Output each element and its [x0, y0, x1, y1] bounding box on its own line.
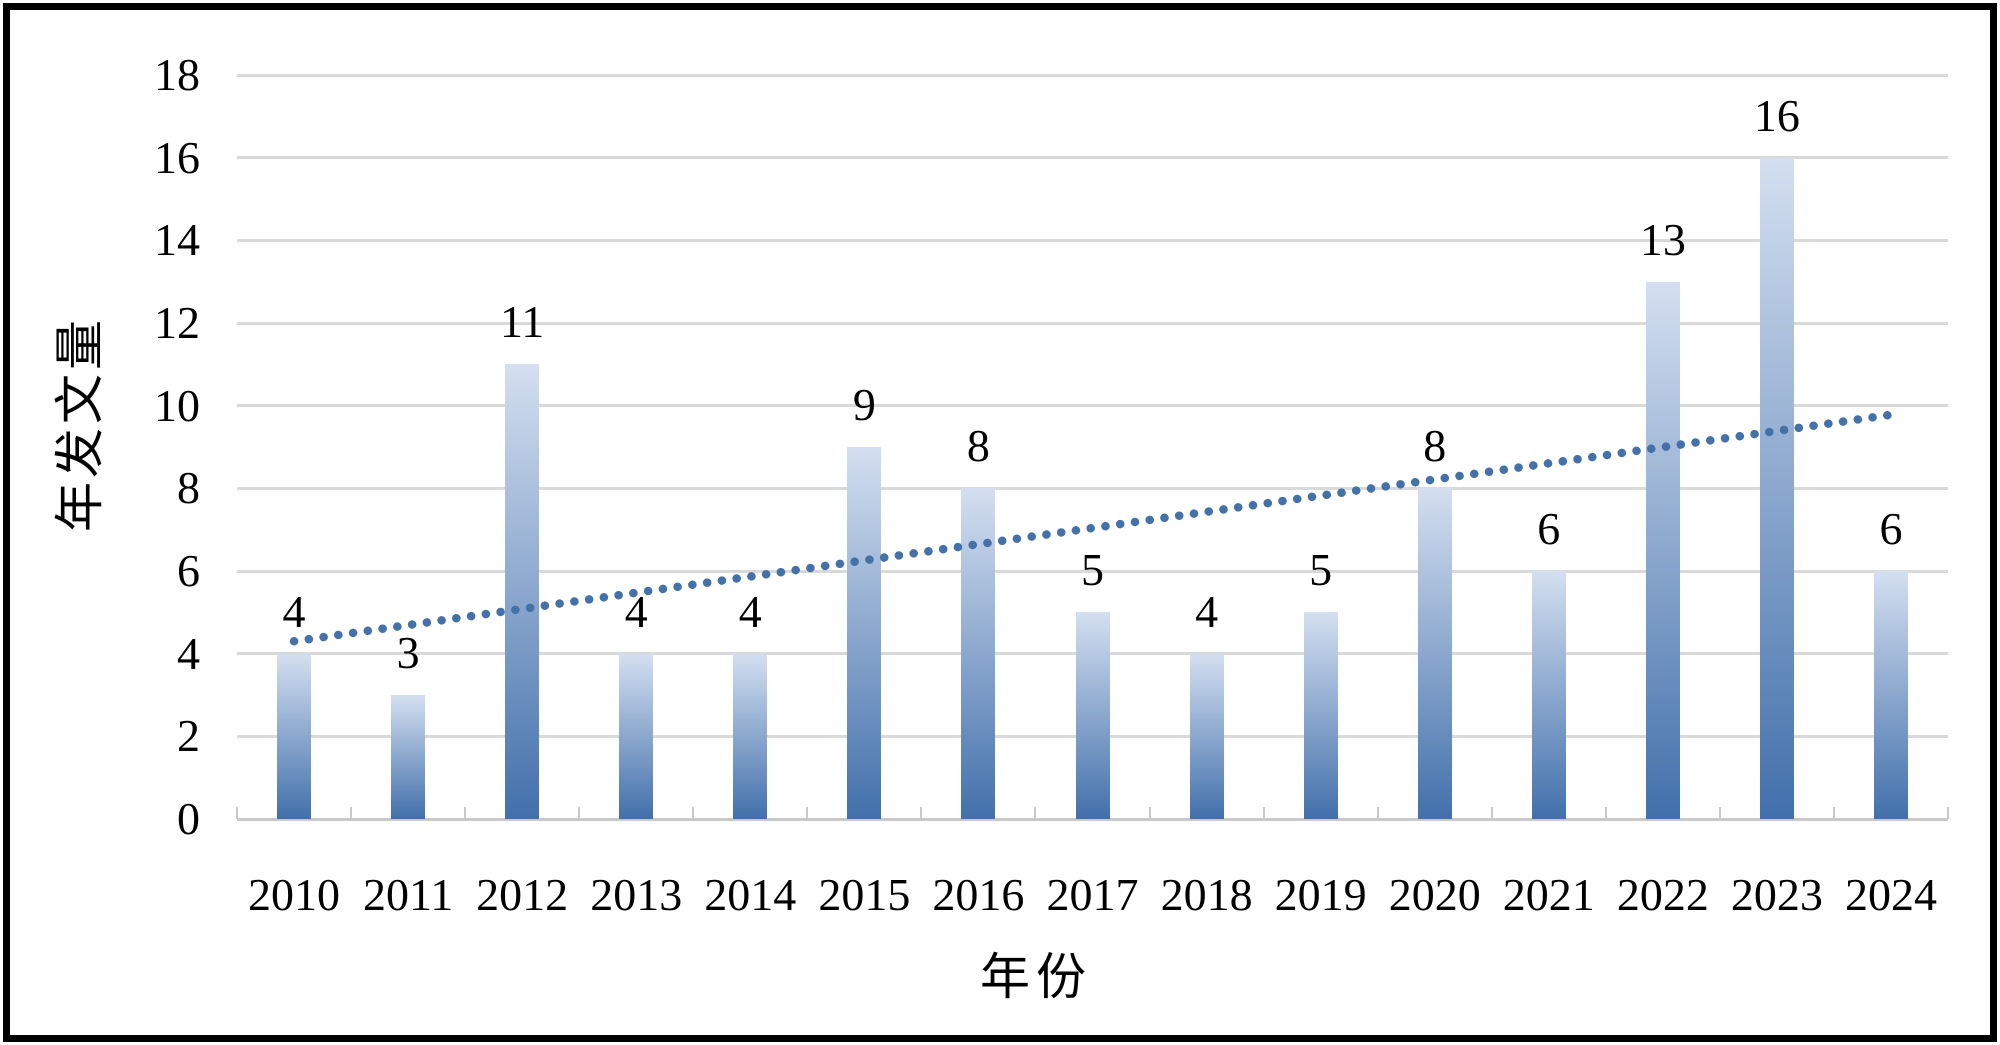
x-tick-label-2024: 2024	[1844, 869, 1937, 920]
x-tick-label-2017: 2017	[1046, 869, 1139, 920]
bar-value-label: 5	[1081, 544, 1104, 596]
x-tick-label-2016: 2016	[932, 869, 1025, 920]
bar-value-label: 3	[396, 627, 420, 678]
bar-2014	[733, 653, 768, 819]
y-tick-label: 0	[177, 793, 200, 844]
x-axis-tick	[236, 807, 238, 819]
x-axis-tick	[464, 807, 467, 819]
x-axis-tick	[1490, 807, 1493, 819]
chart-frame-border	[3, 3, 1997, 1042]
x-axis-title: 年份	[980, 949, 1092, 1005]
trendline-dotted	[289, 410, 1896, 646]
y-tick-label: 10	[154, 379, 200, 431]
y-tick-label: 12	[154, 297, 200, 348]
bar-2017	[1075, 612, 1110, 819]
bar-value-label: 8	[1423, 420, 1447, 472]
x-tick-label-2019: 2019	[1274, 869, 1367, 920]
y-tick-label: 14	[154, 214, 200, 266]
y-tick-label: 8	[177, 462, 200, 514]
gridline-y-8	[237, 486, 1948, 490]
x-axis-tick	[1947, 807, 1949, 819]
y-axis-title: 年发文量	[52, 316, 108, 532]
x-tick-label-2020: 2020	[1388, 869, 1481, 920]
gridline-y-18	[237, 73, 1948, 77]
bar-2015	[847, 447, 882, 819]
x-axis-tick	[350, 807, 353, 819]
bar-2011	[391, 695, 426, 819]
x-tick-label-2013: 2013	[590, 869, 683, 920]
bar-value-label: 9	[852, 379, 876, 430]
bar-value-label: 5	[1309, 544, 1333, 596]
bar-value-label: 4	[1195, 585, 1219, 637]
x-axis-tick	[1262, 807, 1265, 819]
y-tick-label: 16	[154, 131, 200, 183]
x-axis-tick	[1604, 807, 1607, 819]
bar-2021	[1531, 571, 1566, 819]
x-axis-tick	[1034, 807, 1037, 819]
y-tick-label: 18	[154, 49, 200, 100]
bar-2010	[277, 653, 312, 819]
bar-2012	[505, 364, 540, 819]
x-tick-label-2021: 2021	[1502, 869, 1595, 920]
x-axis-tick	[1832, 807, 1835, 819]
x-tick-label-2012: 2012	[476, 869, 569, 920]
x-axis-tick	[1148, 807, 1151, 819]
x-axis-tick	[920, 807, 923, 819]
x-tick-label-2014: 2014	[704, 869, 797, 920]
x-tick-label-2023: 2023	[1730, 869, 1823, 920]
y-tick-label: 6	[177, 545, 200, 596]
bar-value-label: 4	[624, 585, 648, 637]
x-axis-tick	[692, 807, 695, 819]
gridline-y-14	[237, 238, 1948, 242]
bar-value-label: 6	[1537, 503, 1561, 554]
x-axis-line	[237, 817, 1948, 821]
gridline-y-16	[237, 156, 1948, 160]
gridline-y-6	[237, 569, 1948, 573]
x-axis-tick	[578, 807, 581, 819]
bar-2023	[1759, 157, 1794, 819]
bar-value-label: 16	[1753, 89, 1800, 141]
gridline-y-10	[237, 404, 1948, 408]
bar-2020	[1417, 488, 1452, 819]
bar-2024	[1873, 571, 1908, 819]
x-tick-label-2015: 2015	[818, 869, 911, 920]
bar-2022	[1645, 281, 1680, 819]
x-tick-label-2010: 2010	[248, 869, 341, 920]
x-tick-label-2011: 2011	[362, 869, 454, 920]
x-axis-tick	[1718, 807, 1721, 819]
bar-value-label: 11	[500, 296, 545, 348]
bar-value-label: 4	[738, 585, 762, 637]
x-axis-tick	[1376, 807, 1379, 819]
bar-value-label: 4	[282, 585, 306, 637]
bar-value-label: 6	[1879, 503, 1903, 554]
bar-value-label: 8	[966, 420, 990, 472]
x-axis-tick	[806, 807, 809, 819]
bar-value-label: 13	[1639, 213, 1686, 265]
bar-2013	[619, 653, 654, 819]
gridline-y-12	[237, 321, 1948, 325]
bar-2019	[1303, 612, 1338, 819]
bar-2018	[1189, 653, 1224, 819]
x-tick-label-2022: 2022	[1616, 869, 1709, 920]
y-tick-label: 4	[177, 627, 200, 679]
x-tick-label-2018: 2018	[1160, 869, 1253, 920]
y-tick-label: 2	[177, 710, 200, 762]
